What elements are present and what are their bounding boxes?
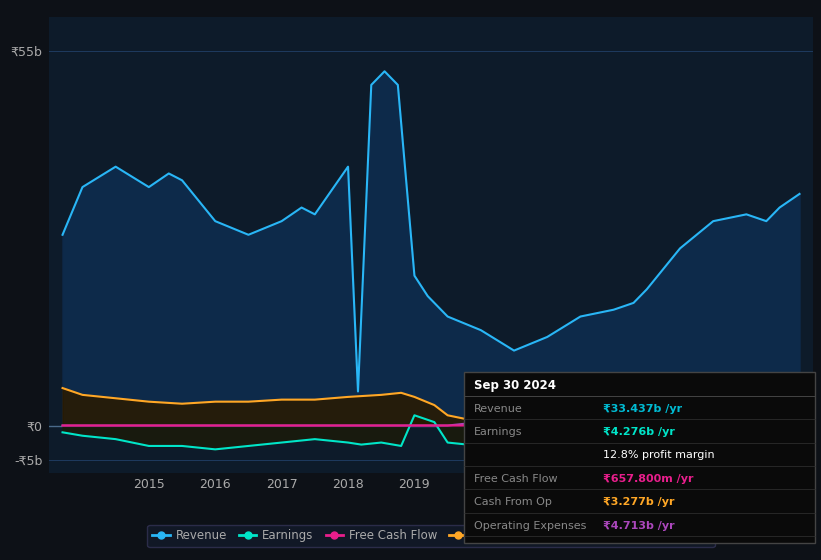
Text: Cash From Op: Cash From Op xyxy=(474,497,552,507)
Text: ₹4.276b /yr: ₹4.276b /yr xyxy=(603,427,676,437)
Text: ₹3.277b /yr: ₹3.277b /yr xyxy=(603,497,675,507)
Text: ₹33.437b /yr: ₹33.437b /yr xyxy=(603,404,682,414)
Text: ₹4.713b /yr: ₹4.713b /yr xyxy=(603,521,675,531)
Text: Operating Expenses: Operating Expenses xyxy=(474,521,586,531)
Text: Sep 30 2024: Sep 30 2024 xyxy=(474,379,556,392)
Text: ₹657.800m /yr: ₹657.800m /yr xyxy=(603,474,694,484)
Text: 12.8% profit margin: 12.8% profit margin xyxy=(603,450,715,460)
Text: Revenue: Revenue xyxy=(474,404,522,414)
Text: Earnings: Earnings xyxy=(474,427,522,437)
Legend: Revenue, Earnings, Free Cash Flow, Cash From Op, Operating Expenses: Revenue, Earnings, Free Cash Flow, Cash … xyxy=(147,525,715,547)
Text: Free Cash Flow: Free Cash Flow xyxy=(474,474,557,484)
